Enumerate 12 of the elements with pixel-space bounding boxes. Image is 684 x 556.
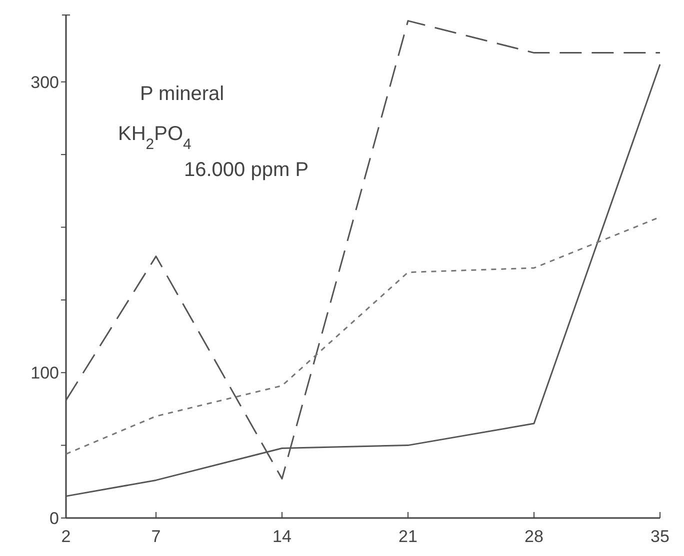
x-tick-label: 21 xyxy=(398,527,418,546)
y-tick-label: 0 xyxy=(50,508,59,528)
annotation: KH$_{2}$PO$_{4}$ xyxy=(118,123,192,152)
x-tick-label: 28 xyxy=(524,527,544,546)
x-tick-label: 7 xyxy=(151,527,161,546)
x-tick-label: 35 xyxy=(650,527,670,546)
y-tick-label: 100 xyxy=(30,364,59,383)
x-tick-label: 14 xyxy=(272,527,292,546)
y-tick-label: 300 xyxy=(30,72,59,92)
annotation: P mineral xyxy=(140,83,224,105)
annotation: 16.000 ppm P xyxy=(184,159,309,181)
x-tick-label: 2 xyxy=(61,527,71,546)
